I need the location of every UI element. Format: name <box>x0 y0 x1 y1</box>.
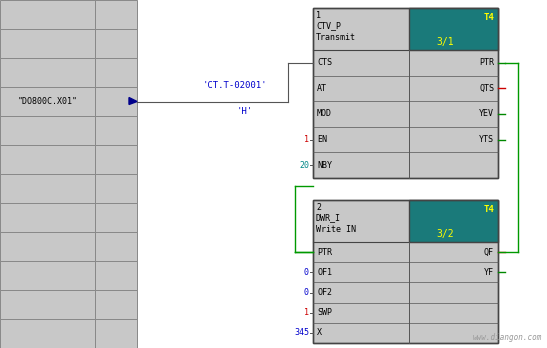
Text: Transmit: Transmit <box>316 33 356 42</box>
Text: EN: EN <box>317 135 327 144</box>
Bar <box>95 290 137 319</box>
Bar <box>95 29 137 58</box>
Text: Write IN: Write IN <box>316 226 356 235</box>
Bar <box>313 8 498 178</box>
Bar <box>409 200 498 242</box>
Bar <box>0 145 95 174</box>
Text: 1: 1 <box>316 10 321 19</box>
Bar <box>0 261 95 290</box>
Bar <box>409 8 498 50</box>
Text: 'H': 'H' <box>237 106 253 116</box>
Bar <box>95 319 137 348</box>
Bar <box>0 203 95 232</box>
Bar <box>0 0 95 29</box>
Bar <box>313 8 498 178</box>
Text: NBY: NBY <box>317 161 332 170</box>
Text: 0: 0 <box>304 288 309 297</box>
Bar <box>95 87 137 116</box>
Bar <box>95 174 137 203</box>
Text: T4: T4 <box>483 205 494 214</box>
Text: X: X <box>317 329 322 338</box>
Polygon shape <box>129 97 137 104</box>
Text: 'CT.T-02001': 'CT.T-02001' <box>203 81 267 90</box>
Bar <box>95 0 137 29</box>
Bar <box>0 116 95 145</box>
Text: DWR_I: DWR_I <box>316 214 341 222</box>
Bar <box>95 116 137 145</box>
Text: www.diangon.com: www.diangon.com <box>473 333 542 342</box>
Text: PTR: PTR <box>479 58 494 67</box>
Text: CTS: CTS <box>317 58 332 67</box>
Text: 1: 1 <box>304 135 309 144</box>
Bar <box>0 87 95 116</box>
Bar <box>0 319 95 348</box>
Text: PTR: PTR <box>317 247 332 256</box>
Text: MOD: MOD <box>317 110 332 119</box>
Text: CTV_P: CTV_P <box>316 22 341 31</box>
Text: 3/2: 3/2 <box>436 229 453 239</box>
Text: YTS: YTS <box>479 135 494 144</box>
Text: 345: 345 <box>294 329 309 338</box>
Bar <box>0 174 95 203</box>
Text: 0: 0 <box>304 268 309 277</box>
Text: OF1: OF1 <box>317 268 332 277</box>
Bar <box>313 200 498 343</box>
Bar <box>95 203 137 232</box>
Text: YF: YF <box>484 268 494 277</box>
Bar <box>0 29 95 58</box>
Bar <box>95 58 137 87</box>
Text: 20: 20 <box>299 161 309 170</box>
Text: 1: 1 <box>304 308 309 317</box>
Bar <box>95 261 137 290</box>
Text: QF: QF <box>484 247 494 256</box>
Text: SWP: SWP <box>317 308 332 317</box>
Text: QTS: QTS <box>479 84 494 93</box>
Text: 3/1: 3/1 <box>436 37 453 47</box>
Bar <box>0 290 95 319</box>
Text: AT: AT <box>317 84 327 93</box>
Bar <box>0 58 95 87</box>
Bar <box>0 232 95 261</box>
Bar <box>95 145 137 174</box>
Text: "DO800C.X01": "DO800C.X01" <box>18 97 78 106</box>
Text: OF2: OF2 <box>317 288 332 297</box>
Bar <box>95 232 137 261</box>
Bar <box>313 200 498 343</box>
Text: T4: T4 <box>483 13 494 22</box>
Text: YEV: YEV <box>479 110 494 119</box>
Text: 2: 2 <box>316 203 321 212</box>
